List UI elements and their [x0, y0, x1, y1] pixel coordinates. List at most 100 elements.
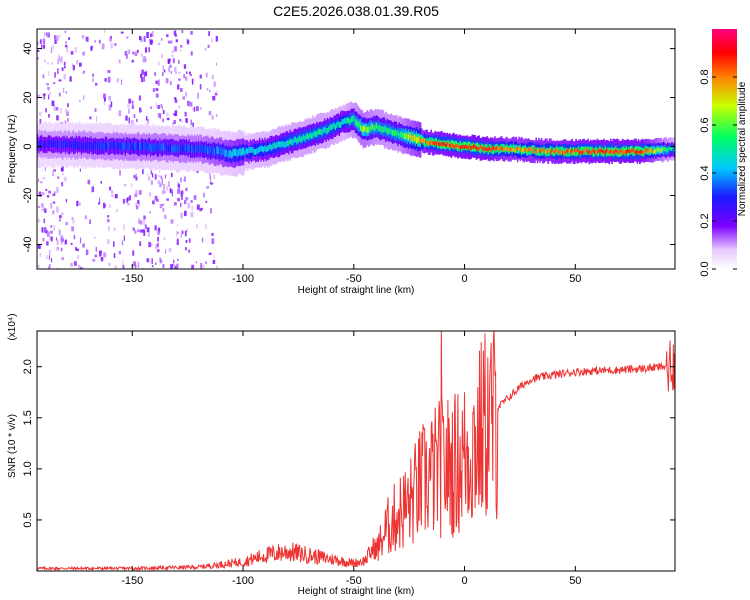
heatmap-ridge-cell: [375, 122, 378, 129]
heatmap-y-tick-label: -20: [22, 188, 34, 204]
heatmap-ridge-cell: [434, 141, 436, 145]
heatmap-y-tick-label: 0: [22, 143, 34, 149]
heatmap-noise-cell: [166, 198, 169, 201]
heatmap-noise-cell: [162, 72, 164, 77]
heatmap-noise-cell: [61, 212, 64, 215]
heatmap-noise-cell: [46, 231, 50, 237]
heatmap-noise-cell: [180, 190, 184, 195]
heatmap-ridge-cell: [96, 142, 99, 150]
heatmap-noise-cell: [47, 32, 50, 38]
heatmap-ridge-cell: [382, 126, 385, 133]
heatmap-noise-cell: [177, 183, 181, 189]
heatmap-ridge-cell: [107, 141, 109, 149]
heatmap-noise-cell: [170, 40, 173, 44]
heatmap-ridge-cell: [326, 128, 329, 134]
heatmap-noise-cell: [143, 75, 146, 82]
heatmap-noise-cell: [125, 36, 129, 39]
heatmap-noise-cell: [181, 230, 184, 234]
heatmap-noise-cell: [73, 235, 76, 240]
colorbar-tick-label: 0.8: [699, 69, 711, 84]
heatmap-noise-cell: [113, 227, 116, 231]
heatmap-ridge-cell: [241, 148, 244, 156]
heatmap-ridge-cell: [79, 142, 82, 150]
heatmap-ridge-cell: [430, 140, 432, 145]
heatmap-ridge-cell: [393, 130, 395, 137]
heatmap-noise-cell: [170, 172, 173, 177]
heatmap-ridge-cell: [648, 149, 650, 154]
heatmap-noise-cell: [185, 228, 189, 232]
heatmap-noise-cell: [55, 107, 59, 111]
heatmap-ridge-cell: [196, 146, 199, 154]
heatmap-ridge-cell: [342, 118, 345, 125]
heatmap-ridge-cell: [189, 143, 192, 152]
heatmap-noise-cell: [213, 81, 216, 87]
heatmap-noise-cell: [92, 259, 96, 262]
heatmap-ridge-cell: [591, 146, 593, 155]
heatmap-noise-cell: [42, 38, 46, 44]
heatmap-ridge-cell: [244, 150, 246, 156]
snr-y-tick-label: 2.0: [22, 359, 34, 374]
heatmap-noise-cell: [195, 106, 199, 112]
heatmap-ridge-cell: [366, 127, 369, 134]
heatmap-noise-cell: [139, 220, 143, 225]
heatmap-noise-cell: [116, 78, 119, 83]
heatmap-ridge-cell: [475, 145, 478, 150]
heatmap-ridge-cell: [314, 131, 317, 138]
heatmap-ridge-cell: [477, 142, 479, 151]
heatmap-noise-cell: [53, 169, 56, 172]
heatmap-ridge-cell: [171, 145, 173, 153]
heatmap-ridge-cell: [480, 145, 483, 149]
heatmap-ridge-cell: [556, 148, 559, 153]
heatmap-noise-cell: [42, 237, 45, 242]
heatmap-noise-cell: [126, 54, 128, 59]
heatmap-noise-cell: [60, 57, 63, 64]
snr-x-ticks: -150 -100 -50 0 50: [121, 331, 581, 587]
heatmap-ridge-cell: [405, 133, 407, 140]
heatmap-ridge-cell: [183, 144, 185, 152]
heatmap-noise-cell: [58, 229, 61, 235]
heatmap-noise-cell: [41, 208, 44, 211]
heatmap-ridge-cell: [608, 150, 611, 155]
heatmap-ridge-cell: [135, 142, 137, 150]
heatmap-noise-cell: [162, 110, 165, 114]
heatmap-noise-cell: [185, 71, 188, 74]
heatmap-noise-cell: [178, 59, 180, 64]
heatmap-ridge-cell: [237, 149, 240, 157]
heatmap-noise-cell: [45, 188, 48, 191]
heatmap-ridge-cell: [63, 140, 66, 148]
heatmap-noise-cell: [104, 97, 106, 102]
heatmap-noise-cell: [173, 259, 175, 266]
heatmap-noise-cell: [104, 29, 106, 33]
heatmap-ridge-cell: [87, 141, 90, 150]
heatmap-noise-cell: [79, 237, 82, 244]
heatmap-ridge-cell: [114, 142, 116, 150]
heatmap-noise-cell: [185, 247, 187, 251]
heatmap-noise-cell: [159, 204, 163, 209]
heatmap-noise-cell: [159, 257, 161, 263]
heatmap-ridge-cell: [374, 124, 377, 131]
heatmap-noise-cell: [70, 51, 74, 55]
heatmap-noise-cell: [54, 72, 56, 78]
heatmap-noise-cell: [151, 243, 153, 246]
heatmap-ridge-cell: [112, 141, 115, 149]
heatmap-y-ticks: -40 -20 0 20 40: [22, 42, 675, 252]
heatmap-noise-cell: [56, 247, 60, 251]
heatmap-noise-cell: [172, 122, 174, 128]
heatmap-ridge-cell: [247, 148, 249, 155]
heatmap-ridge-cell: [627, 149, 629, 153]
heatmap-noise-cell: [160, 259, 163, 264]
heatmap-noise-cell: [143, 228, 145, 233]
heatmap-ridge-cell: [415, 137, 418, 144]
heatmap-ridge-cell: [564, 151, 567, 155]
heatmap-noise-cell: [62, 172, 64, 176]
heatmap-ridge-cell: [276, 142, 278, 148]
heatmap-noise-cell: [48, 249, 51, 255]
heatmap-ridge-cell: [273, 142, 276, 148]
heatmap-noise-cell: [39, 119, 42, 124]
heatmap-ridge-cell: [637, 146, 640, 155]
heatmap-noise-cell: [215, 36, 218, 42]
heatmap-ridge-cell: [500, 145, 503, 150]
heatmap-ridge-cell: [660, 149, 662, 153]
heatmap-ridge-cell: [337, 120, 339, 127]
heatmap-noise-cell: [123, 224, 125, 231]
